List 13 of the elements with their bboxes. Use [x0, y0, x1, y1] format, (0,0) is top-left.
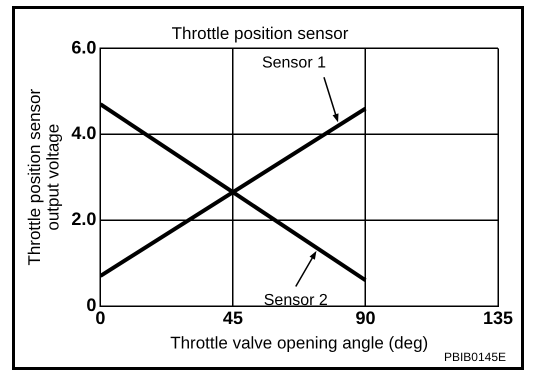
y-tick-label: 4.0 — [71, 123, 96, 144]
x-axis-title: Throttle valve opening angle (deg) — [170, 333, 428, 352]
y-tick-label: 6.0 — [71, 37, 96, 58]
x-tick-label: 45 — [222, 308, 243, 328]
y-axis-title: Throttle position sensor output voltage — [25, 88, 63, 266]
x-tick-label: 135 — [482, 308, 514, 328]
text: Sensor 1 — [262, 54, 326, 72]
text: PBIB0145E — [444, 350, 506, 364]
x-tick-label: 90 — [355, 308, 376, 328]
y-tick-label: 2.0 — [71, 209, 96, 230]
chart-title: Throttle position sensor — [172, 24, 349, 43]
y-tick-label: 0 — [86, 294, 96, 315]
legend-label: Sensor 2 — [264, 292, 328, 309]
